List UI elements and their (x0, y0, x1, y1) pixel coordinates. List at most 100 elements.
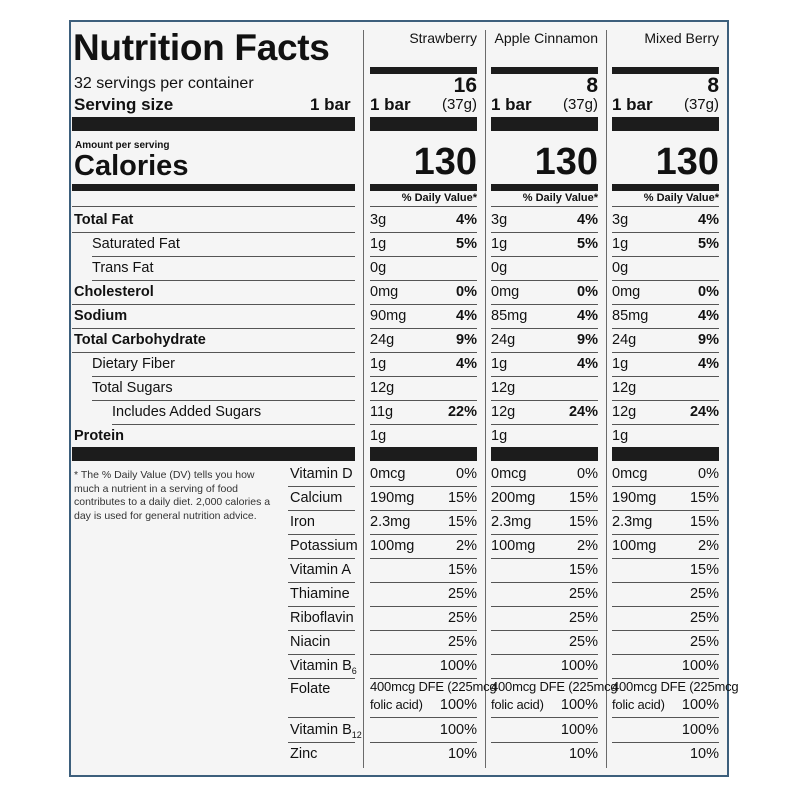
row-rule (612, 424, 719, 425)
vitamin-rule (288, 630, 355, 631)
vitamin-rule (370, 678, 477, 679)
vitamin-label: Riboflavin (290, 610, 354, 626)
row-rule (491, 280, 598, 281)
nutrient-amount: 3g (612, 212, 629, 228)
rule-col-dv (491, 206, 598, 207)
vitamin-rule (491, 742, 598, 743)
nutrient-amount: 0g (370, 260, 387, 276)
nutrient-amount: 1g (370, 356, 387, 372)
vitamin-amount: 0mcg (612, 466, 648, 482)
folate-folic-acid: folic acid) (491, 697, 544, 712)
row-rule (370, 424, 477, 425)
nutrition-label-panel (69, 20, 729, 777)
row-rule (92, 400, 355, 401)
row-rule (491, 328, 598, 329)
folate-amount: 400mcg DFE (225mcg (491, 679, 618, 694)
vitamin-daily-value: 100% (560, 722, 598, 738)
servings-per-container: 32 servings per container (74, 75, 254, 92)
row-rule (92, 376, 355, 377)
nutrient-amount: 1g (370, 428, 387, 444)
vitamin-daily-value: 100% (681, 658, 719, 674)
rule-left-dv (72, 206, 355, 207)
nutrient-amount: 85mg (612, 308, 649, 324)
nutrient-amount: 1g (491, 356, 508, 372)
vitamin-subscript: 6 (351, 665, 357, 676)
vitamin-rule (370, 630, 477, 631)
vitamin-rule (370, 582, 477, 583)
nutrient-daily-value: 4% (698, 308, 719, 324)
vitamin-daily-value: 15% (568, 562, 598, 578)
vitamin-rule (288, 486, 355, 487)
vitamin-daily-value: 15% (689, 514, 719, 530)
nutrient-daily-value: 4% (456, 356, 477, 372)
nutrient-label: Protein (74, 428, 124, 444)
nutrient-amount: 0g (612, 260, 629, 276)
vitamin-amount: 100mg (370, 538, 415, 554)
vitamin-label: Vitamin A (290, 562, 351, 578)
column-serving-size: 1 bar (370, 95, 411, 114)
row-rule (92, 280, 355, 281)
column-divider (606, 30, 607, 768)
vitamin-rule (288, 717, 355, 718)
vitamin-rule (288, 558, 355, 559)
row-rule (491, 376, 598, 377)
nutrient-daily-value: 24% (568, 404, 598, 420)
nutrient-daily-value: 9% (577, 332, 598, 348)
vitamin-rule (288, 582, 355, 583)
vitamin-daily-value: 25% (689, 586, 719, 602)
nutrient-amount: 3g (370, 212, 387, 228)
vitamin-label-text: Riboflavin (290, 610, 354, 626)
vitamin-label-text: Calcium (290, 490, 343, 506)
row-rule (72, 352, 355, 353)
vitamin-label: Vitamin D (290, 466, 353, 482)
vitamin-daily-value: 15% (568, 490, 598, 506)
vitamin-daily-value: 25% (568, 634, 598, 650)
vitamin-rule (491, 486, 598, 487)
vitamin-label: Vitamin B12 (290, 722, 362, 740)
medium-bar-col (370, 184, 477, 191)
flavor-name: Strawberry (409, 30, 477, 46)
nutrient-daily-value: 5% (456, 236, 477, 252)
vitamin-amount: 200mg (491, 490, 536, 506)
vitamin-rule (491, 678, 598, 679)
column-grams: (37g) (683, 96, 719, 113)
nutrient-label: Sodium (74, 308, 128, 324)
row-rule (370, 232, 477, 233)
vitamin-rule (491, 717, 598, 718)
nutrient-amount: 12g (491, 380, 516, 396)
vitamin-daily-value: 100% (439, 658, 477, 674)
vitamin-rule (288, 654, 355, 655)
nutrient-daily-value: 0% (456, 284, 477, 300)
calories-label: Calories (74, 150, 189, 182)
nutrient-amount: 12g (612, 380, 637, 396)
medium-bar-left (72, 184, 355, 191)
thick-bar-col-1 (370, 67, 477, 74)
serving-size-value: 1 bar (310, 95, 351, 114)
vitamin-rule (612, 654, 719, 655)
nutrient-amount: 1g (612, 236, 629, 252)
vitamin-label-text: Zinc (290, 746, 318, 762)
column-grams: (37g) (441, 96, 477, 113)
vitamin-daily-value: 25% (447, 634, 477, 650)
vitamin-label: Calcium (290, 490, 342, 506)
flavor-name: Apple Cinnamon (494, 30, 598, 46)
folate-daily-value: 100% (681, 697, 719, 713)
daily-value-header: % Daily Value* (643, 192, 719, 204)
vitamin-rule (370, 486, 477, 487)
row-rule (72, 304, 355, 305)
vitamin-amount: 100mg (491, 538, 536, 554)
vitamin-daily-value: 25% (689, 634, 719, 650)
vitamin-rule (491, 558, 598, 559)
nutrient-amount: 24g (491, 332, 516, 348)
nutrient-label: Total Carbohydrate (74, 332, 206, 348)
nutrient-label: Includes Added Sugars (112, 404, 262, 420)
thick-bar-col-1 (491, 67, 598, 74)
nutrient-daily-value: 4% (577, 308, 598, 324)
row-rule (491, 424, 598, 425)
vitamin-label: Iron (290, 514, 315, 530)
vitamin-label-text: Iron (290, 514, 315, 530)
daily-value-header: % Daily Value* (401, 192, 477, 204)
vitamin-rule (491, 654, 598, 655)
nutrient-label: Total Sugars (92, 380, 173, 396)
thick-bar-col-3 (370, 447, 477, 461)
